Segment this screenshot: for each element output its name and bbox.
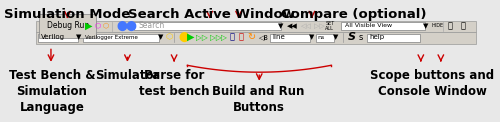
Text: ⬜: ⬜	[461, 21, 466, 30]
Text: S: S	[348, 32, 356, 42]
Text: Verilogger Extreme: Verilogger Extreme	[85, 35, 138, 40]
FancyBboxPatch shape	[83, 34, 158, 42]
Text: ▷▷: ▷▷	[196, 33, 208, 42]
Text: ⬡: ⬡	[165, 33, 172, 42]
Text: help: help	[370, 34, 385, 40]
FancyBboxPatch shape	[134, 22, 281, 30]
Text: ▷▷: ▷▷	[314, 23, 325, 29]
FancyBboxPatch shape	[36, 32, 476, 44]
Text: ⏸: ⏸	[230, 33, 234, 42]
Text: Scope buttons and
Console Window: Scope buttons and Console Window	[370, 69, 494, 98]
Text: Test Bench &
Simulation
Language: Test Bench & Simulation Language	[8, 69, 95, 114]
Text: line: line	[272, 34, 284, 40]
Text: Simulator: Simulator	[95, 69, 160, 82]
Text: SET
ALL: SET ALL	[326, 21, 334, 31]
Text: ▼: ▼	[278, 23, 283, 29]
Text: ⬡: ⬡	[94, 23, 100, 29]
Text: HIDE: HIDE	[432, 23, 444, 28]
Text: Search Active Window: Search Active Window	[128, 8, 296, 21]
FancyBboxPatch shape	[341, 22, 425, 30]
Text: ▼: ▼	[423, 23, 428, 29]
Text: ▷: ▷	[221, 33, 226, 42]
Text: ns: ns	[318, 35, 325, 40]
Text: ⬤: ⬤	[125, 21, 136, 31]
FancyBboxPatch shape	[36, 21, 476, 32]
Text: ◁◁: ◁◁	[301, 23, 312, 29]
Text: Compare (optional): Compare (optional)	[282, 8, 427, 21]
FancyBboxPatch shape	[38, 34, 78, 42]
Text: ↻: ↻	[248, 32, 256, 42]
Text: ⏹: ⏹	[238, 33, 244, 42]
FancyBboxPatch shape	[270, 34, 310, 42]
Text: ⬤: ⬤	[178, 32, 190, 42]
Text: ▶: ▶	[85, 21, 92, 31]
Text: ▶: ▶	[188, 32, 195, 42]
Text: ▼: ▼	[76, 34, 82, 40]
Text: ◀◀: ◀◀	[288, 23, 298, 29]
FancyBboxPatch shape	[366, 34, 420, 42]
Text: ▷▷: ▷▷	[210, 33, 222, 42]
Text: Parse for
test bench: Parse for test bench	[139, 69, 210, 98]
Text: ◁8: ◁8	[258, 34, 268, 40]
Text: ▼: ▼	[309, 34, 314, 40]
Text: Simulation Mode: Simulation Mode	[4, 8, 130, 21]
Text: ▼: ▼	[334, 34, 338, 40]
FancyBboxPatch shape	[316, 34, 334, 42]
Text: s: s	[358, 33, 363, 42]
Text: ⬜: ⬜	[448, 21, 452, 30]
Text: Search: Search	[138, 21, 165, 30]
Text: Verilog: Verilog	[40, 34, 64, 40]
Text: All Visible View: All Visible View	[346, 23, 393, 28]
Text: ⬡: ⬡	[103, 23, 109, 29]
Text: ▼: ▼	[158, 34, 163, 40]
Text: ⬤: ⬤	[116, 21, 127, 31]
Text: Debug Run: Debug Run	[46, 21, 89, 30]
Text: Build and Run
Buttons: Build and Run Buttons	[212, 85, 305, 114]
